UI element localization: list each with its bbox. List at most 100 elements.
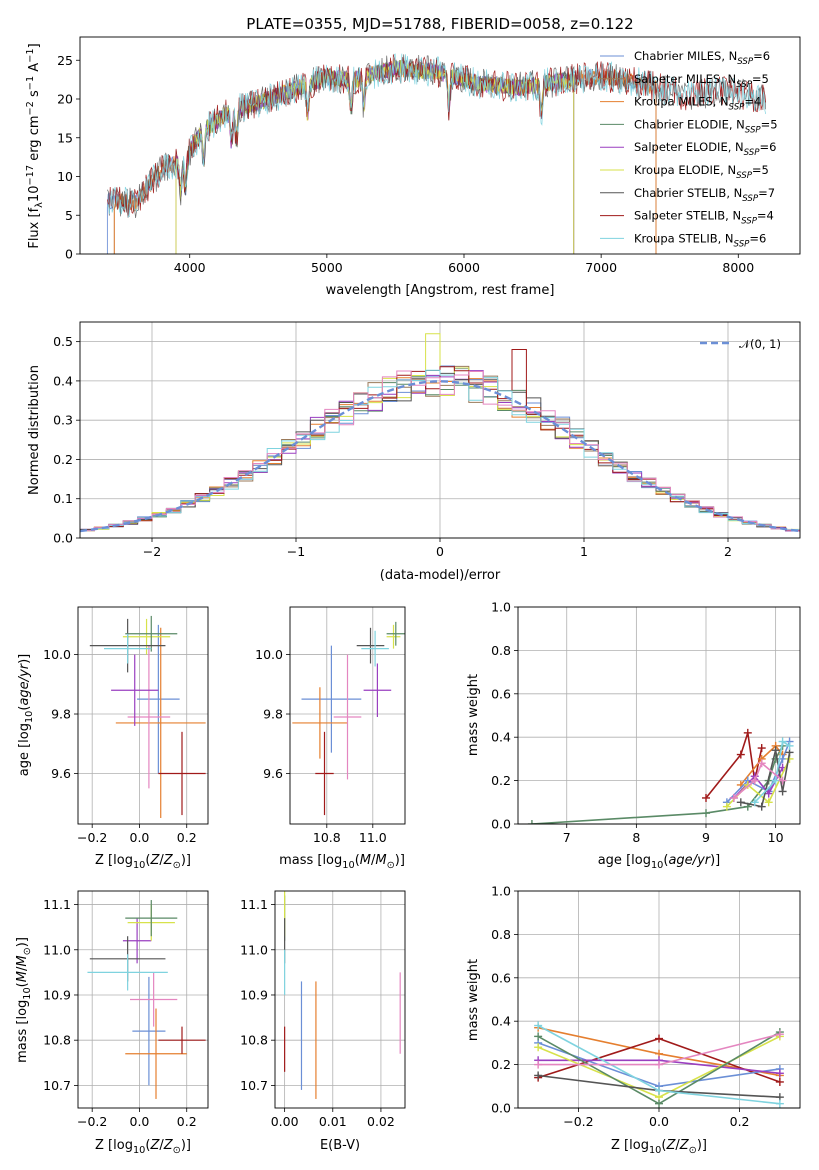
error-bar-point	[333, 654, 362, 780]
plot-area	[80, 333, 800, 533]
y-tick-label: 0.0	[491, 1101, 511, 1116]
series-marker	[785, 741, 794, 750]
series-marker	[778, 737, 787, 746]
label-part: M	[15, 955, 30, 966]
x-tick-label: 5000	[311, 260, 343, 275]
legend-label: Chabrier ELODIE, NSSP=5	[634, 117, 778, 135]
y-tick-label: 1.0	[491, 884, 511, 899]
plot-area	[89, 615, 206, 819]
series-marker	[534, 1043, 543, 1052]
label-part: =6	[753, 49, 770, 63]
y-tick-label: 0.3	[53, 413, 73, 428]
label-part: s	[27, 90, 42, 101]
spectrum-line	[107, 53, 767, 218]
label-part: =6	[759, 140, 776, 154]
label-part: Z	[149, 1138, 160, 1153]
y-tick-label: 10.0	[255, 647, 283, 662]
y-tick-label: 0.6	[491, 686, 511, 701]
label-part: 10	[133, 1145, 145, 1156]
spectrum-line	[107, 53, 767, 219]
error-bar-point	[125, 900, 178, 937]
y-tick-label: 11.1	[43, 897, 71, 912]
histogram-step	[80, 375, 800, 533]
label-part: (	[355, 853, 360, 868]
x-tick-label: 0.01	[319, 1114, 347, 1129]
label-part: Z	[679, 1138, 690, 1153]
error-bar-point	[125, 1008, 187, 1099]
series-marker	[743, 728, 752, 737]
histogram-step	[80, 370, 800, 533]
label-part: −1	[25, 76, 36, 90]
axes-frame	[79, 36, 801, 255]
axes-spectrum: 4000 5000 6000 7000 8000 0 5 10 15 20 25 Chabrier M…	[25, 36, 801, 298]
label-part: Z	[665, 1138, 676, 1153]
x-axis-label: age [log10(age/yr)]	[598, 853, 721, 871]
x-tick-label: −0.2	[77, 830, 107, 845]
axes-frame	[79, 321, 801, 539]
y-tick-label: 10.7	[240, 1078, 268, 1093]
label-part: SSP	[744, 148, 761, 158]
x-tick-label: −1	[287, 544, 305, 559]
series-marker	[771, 776, 780, 785]
label-part: )]	[181, 1138, 191, 1153]
error-bar-point	[386, 621, 405, 646]
y-axis-label: Normed distribution	[27, 365, 42, 495]
label-part: =5	[752, 163, 769, 177]
x-tick-label: 6000	[448, 260, 480, 275]
label-part: age/yr	[668, 853, 711, 868]
x-tick-label: −0.2	[563, 1114, 593, 1129]
label-part: mass [log	[15, 1000, 30, 1063]
x-tick-label: 11.0	[359, 830, 387, 845]
label-part: ⊙	[387, 860, 395, 871]
label-part: Salpeter ELODIE, N	[634, 140, 744, 154]
grid	[290, 607, 405, 824]
label-part: Chabrier STELIB, N	[634, 186, 742, 200]
x-axis-label: Z [log10(Z/Z⊙)]	[95, 1138, 191, 1156]
label-part: =4	[744, 95, 761, 109]
y-tick-label: 0.0	[491, 817, 511, 832]
plot-area	[284, 891, 401, 1099]
label-part: Z [log	[95, 853, 133, 868]
label-part: M	[375, 853, 386, 868]
label-part: λ	[34, 202, 45, 208]
weight-series	[534, 1021, 784, 1108]
series-line	[733, 761, 784, 799]
histogram-step	[80, 377, 800, 533]
series-marker	[655, 1086, 663, 1095]
error-bar-point	[130, 972, 178, 1027]
legend-label: Chabrier MILES, NSSP=6	[634, 49, 770, 67]
series-marker	[534, 1032, 543, 1041]
error-bar-point	[104, 633, 152, 664]
label-part: SSP	[737, 57, 754, 67]
y-tick-label: 0.6	[491, 970, 511, 985]
y-tick-label: 10.8	[43, 1033, 71, 1048]
label-part: =7	[758, 186, 775, 200]
axes-frame	[77, 606, 209, 825]
label-part: SSP	[734, 239, 751, 249]
series-marker	[655, 1034, 663, 1043]
y-axis-label: mass weight	[466, 674, 481, 756]
label-part: Z	[149, 853, 160, 868]
series-marker	[750, 776, 759, 785]
x-tick-label: 7000	[585, 260, 617, 275]
label-part: age [log	[17, 723, 32, 776]
y-tick-label: 20	[57, 92, 73, 107]
y-tick-label: 9.8	[263, 707, 283, 722]
plot-area	[106, 53, 767, 254]
error-bar-point	[115, 627, 206, 819]
label-part: age [log	[598, 853, 651, 868]
normal-curve	[80, 380, 800, 533]
weight-series	[534, 1030, 784, 1069]
label-part: )]	[15, 937, 30, 947]
label-part: age/yr	[17, 662, 32, 705]
label-part: Kroupa STELIB, N	[634, 231, 734, 245]
label-part: M	[15, 971, 30, 982]
grid	[518, 606, 800, 825]
label-part: /	[159, 853, 164, 868]
histogram-step	[80, 370, 800, 533]
label-part: /	[159, 1138, 164, 1153]
legend-label: Chabrier STELIB, NSSP=7	[634, 186, 775, 204]
y-tick-label: 0.4	[491, 1014, 511, 1029]
label-part: Z	[163, 1138, 174, 1153]
label-part: 10	[651, 860, 663, 871]
